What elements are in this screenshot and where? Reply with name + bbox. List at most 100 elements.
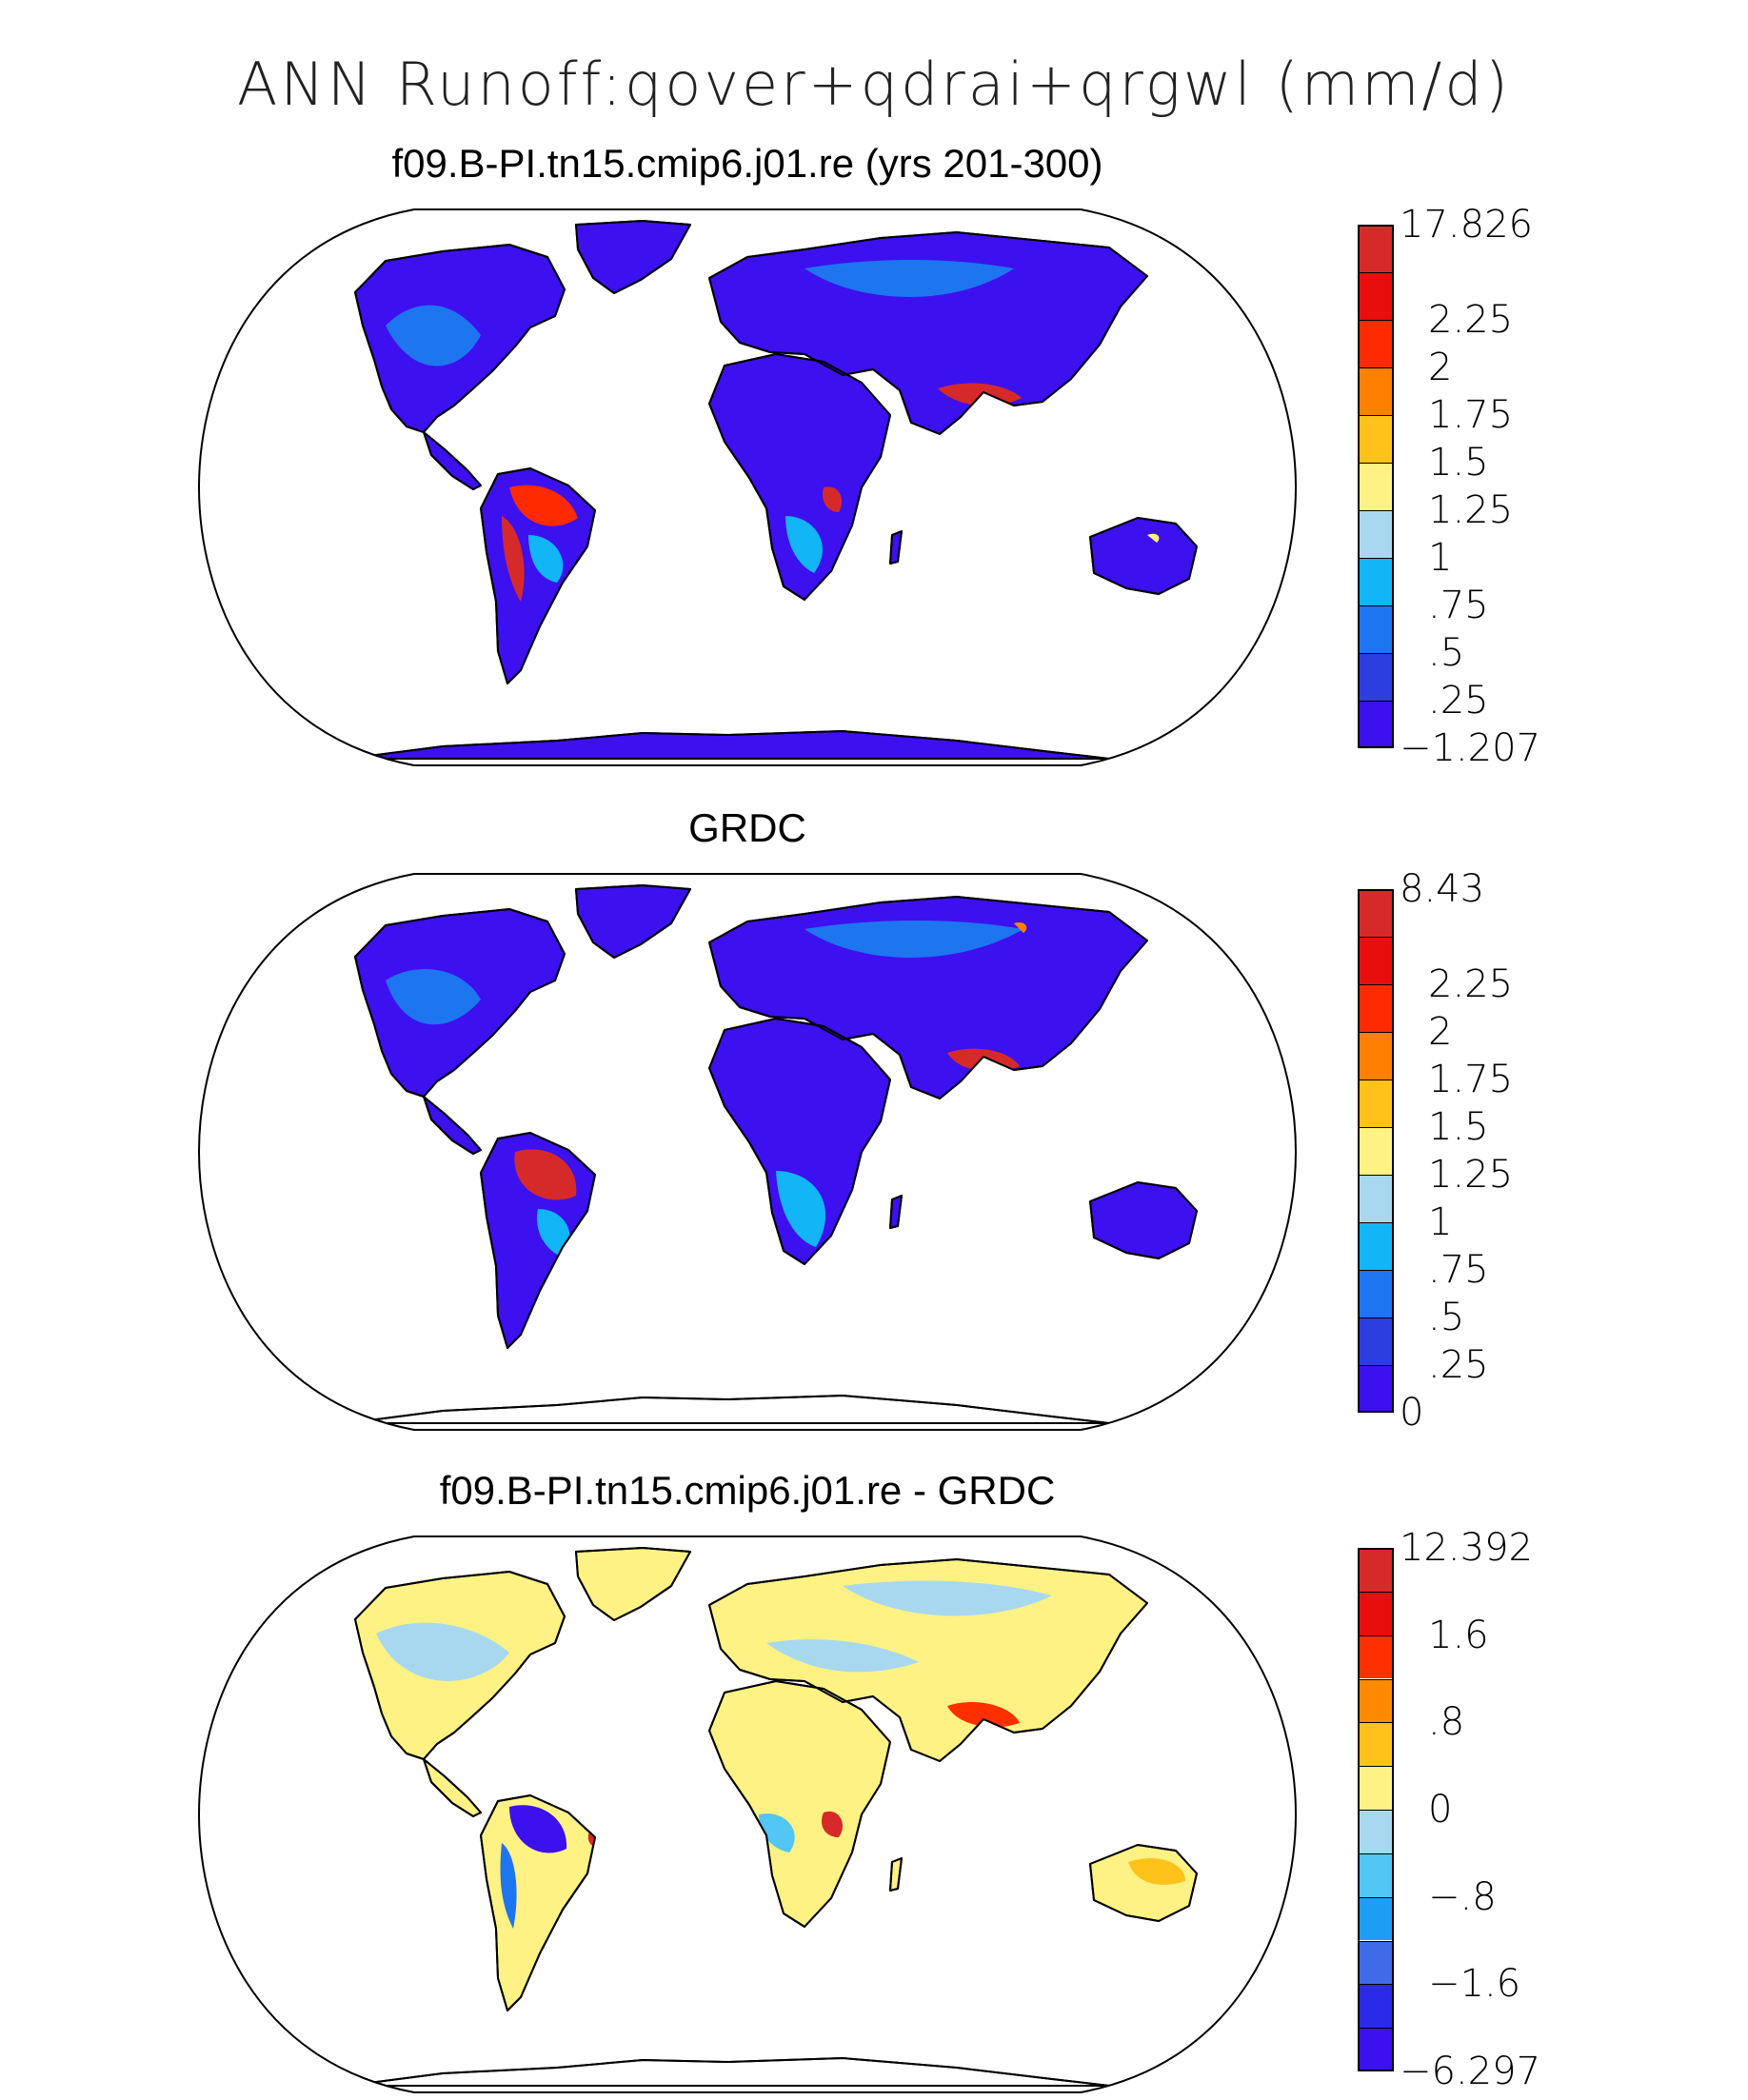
colorbar-swatch — [1358, 937, 1394, 984]
colorbar-swatch — [1358, 701, 1394, 748]
runoff-anomaly-patches — [386, 920, 1027, 1257]
colorbar-tick-label: 1.25 — [1428, 1153, 1514, 1197]
colorbar-swatch — [1358, 1032, 1394, 1080]
colorbar-swatch — [1358, 510, 1394, 558]
colorbar-swatch — [1358, 984, 1394, 1032]
colorbar-swatch — [1358, 558, 1394, 605]
runoff-patch — [821, 1811, 844, 1837]
runoff-patch — [1147, 533, 1160, 543]
colorbar-tick-label: −1.207 — [1400, 726, 1541, 770]
colorbar-tick-label: 2 — [1428, 346, 1453, 389]
colorbar-tick-label: .75 — [1428, 584, 1489, 627]
colorbar-tick-label: 1 — [1428, 1200, 1453, 1244]
runoff-anomaly-patches — [376, 1580, 1185, 1929]
runoff-patch — [509, 1805, 567, 1853]
figure-title: ANN Runoff:qover+qdrai+qrgwl (mm/d) — [237, 50, 1511, 119]
runoff-patch — [500, 1843, 517, 1929]
colorbar-swatch — [1358, 1722, 1394, 1767]
runoff-patch — [509, 485, 578, 526]
colorbar-tick-label: 1.75 — [1428, 1058, 1514, 1101]
colorbar-tick-label: .75 — [1428, 1248, 1489, 1292]
runoff-patch — [804, 920, 1023, 958]
colorbar-swatch — [1358, 1365, 1394, 1413]
runoff-patch — [1014, 921, 1027, 933]
runoff-patch — [1128, 1858, 1185, 1885]
colorbar-tick-label: 1.75 — [1428, 393, 1514, 437]
runoff-patch — [776, 1171, 826, 1247]
runoff-patch — [766, 1639, 919, 1673]
runoff-patch — [822, 486, 843, 512]
colorbar-swatch — [1358, 1591, 1394, 1635]
runoff-patch — [528, 535, 564, 583]
runoff-patch — [804, 259, 1014, 297]
runoff-patch — [376, 1622, 509, 1681]
colorbar-tick-label: 2.25 — [1428, 962, 1514, 1006]
colorbar-tick-label: 1.5 — [1428, 1105, 1489, 1149]
runoff-anomaly-patches — [386, 259, 1160, 602]
colorbar-tick-label: .25 — [1428, 679, 1489, 723]
colorbar-tick-label: .8 — [1428, 1700, 1465, 1745]
colorbar-swatch — [1358, 605, 1394, 653]
colorbar-tick-label: 0 — [1428, 1788, 1453, 1832]
colorbar-swatch — [1358, 2028, 1394, 2071]
map-boundary — [197, 208, 1298, 766]
panel-3-title: f09.B-PI.tn15.cmip6.j01.re - GRDC — [439, 1468, 1056, 1513]
colorbar-swatch — [1358, 1175, 1394, 1222]
map-fields — [347, 1547, 1198, 2087]
panel-1-map — [195, 202, 1300, 773]
colorbar-tick-label: −.8 — [1428, 1874, 1497, 1919]
runoff-patch — [386, 305, 481, 367]
colorbar-tick-label: .5 — [1428, 1296, 1465, 1339]
colorbar-swatch — [1358, 1984, 1394, 2029]
colorbar-tick-label: −6.297 — [1400, 2050, 1541, 2093]
colorbar-tick-label: 1 — [1428, 536, 1453, 580]
runoff-patch — [947, 1702, 1020, 1728]
colorbar-swatch — [1358, 320, 1394, 367]
map-boundary — [197, 1535, 1298, 2093]
colorbar-tick-label: .25 — [1428, 1343, 1489, 1387]
colorbar-tick-label: 2.25 — [1428, 298, 1514, 342]
colorbar-tick-label: 1.5 — [1428, 441, 1489, 485]
colorbar-swatch — [1358, 1940, 1394, 1985]
map-boundary — [197, 873, 1298, 1431]
panel-1-title: f09.B-PI.tn15.cmip6.j01.re (yrs 201-300) — [391, 141, 1103, 186]
runoff-patch — [502, 516, 525, 602]
colorbar-tick-label: 0 — [1400, 1391, 1424, 1435]
map-fields — [347, 220, 1198, 760]
colorbar-swatch — [1358, 889, 1394, 937]
colorbar-tick-label: 17.826 — [1400, 203, 1533, 247]
colorbar-swatch — [1358, 1317, 1394, 1365]
colorbar-swatch — [1358, 1896, 1394, 1941]
colorbar-swatch — [1358, 367, 1394, 415]
colorbar-swatch — [1358, 653, 1394, 701]
colorbar-swatch — [1358, 1678, 1394, 1723]
colorbar-swatch — [1358, 1127, 1394, 1175]
runoff-patch — [843, 1580, 1052, 1616]
colorbar-swatch — [1358, 415, 1394, 463]
colorbar-tick-label: 1.6 — [1428, 1613, 1489, 1657]
colorbar-swatch — [1358, 1852, 1394, 1897]
colorbar-swatch — [1358, 1766, 1394, 1810]
colorbar-tick-label: .5 — [1428, 631, 1465, 675]
colorbar-swatch — [1358, 272, 1394, 320]
map-fields — [347, 884, 1198, 1424]
colorbar-tick-label: −1.6 — [1428, 1962, 1521, 2007]
colorbar-tick-label: 2 — [1428, 1010, 1453, 1054]
colorbar-swatch — [1358, 1270, 1394, 1317]
panel-2-map — [195, 866, 1300, 1437]
colorbar-tick-label: 1.25 — [1428, 488, 1514, 532]
runoff-patch — [514, 1149, 577, 1200]
colorbar-swatch — [1358, 1222, 1394, 1270]
colorbar-swatch — [1358, 463, 1394, 510]
panel-2-title: GRDC — [688, 805, 806, 850]
colorbar-swatch — [1358, 1080, 1394, 1127]
runoff-patch — [785, 516, 823, 573]
colorbar-swatch — [1358, 1810, 1394, 1853]
runoff-patch — [759, 1813, 795, 1852]
runoff-patch — [386, 969, 481, 1025]
runoff-patch — [537, 1209, 570, 1257]
colorbar-tick-label: 8.43 — [1400, 867, 1485, 911]
colorbar-tick-label: 12.392 — [1400, 1526, 1533, 1570]
colorbar-swatch — [1358, 1634, 1394, 1679]
panel-3-map — [195, 1529, 1300, 2100]
